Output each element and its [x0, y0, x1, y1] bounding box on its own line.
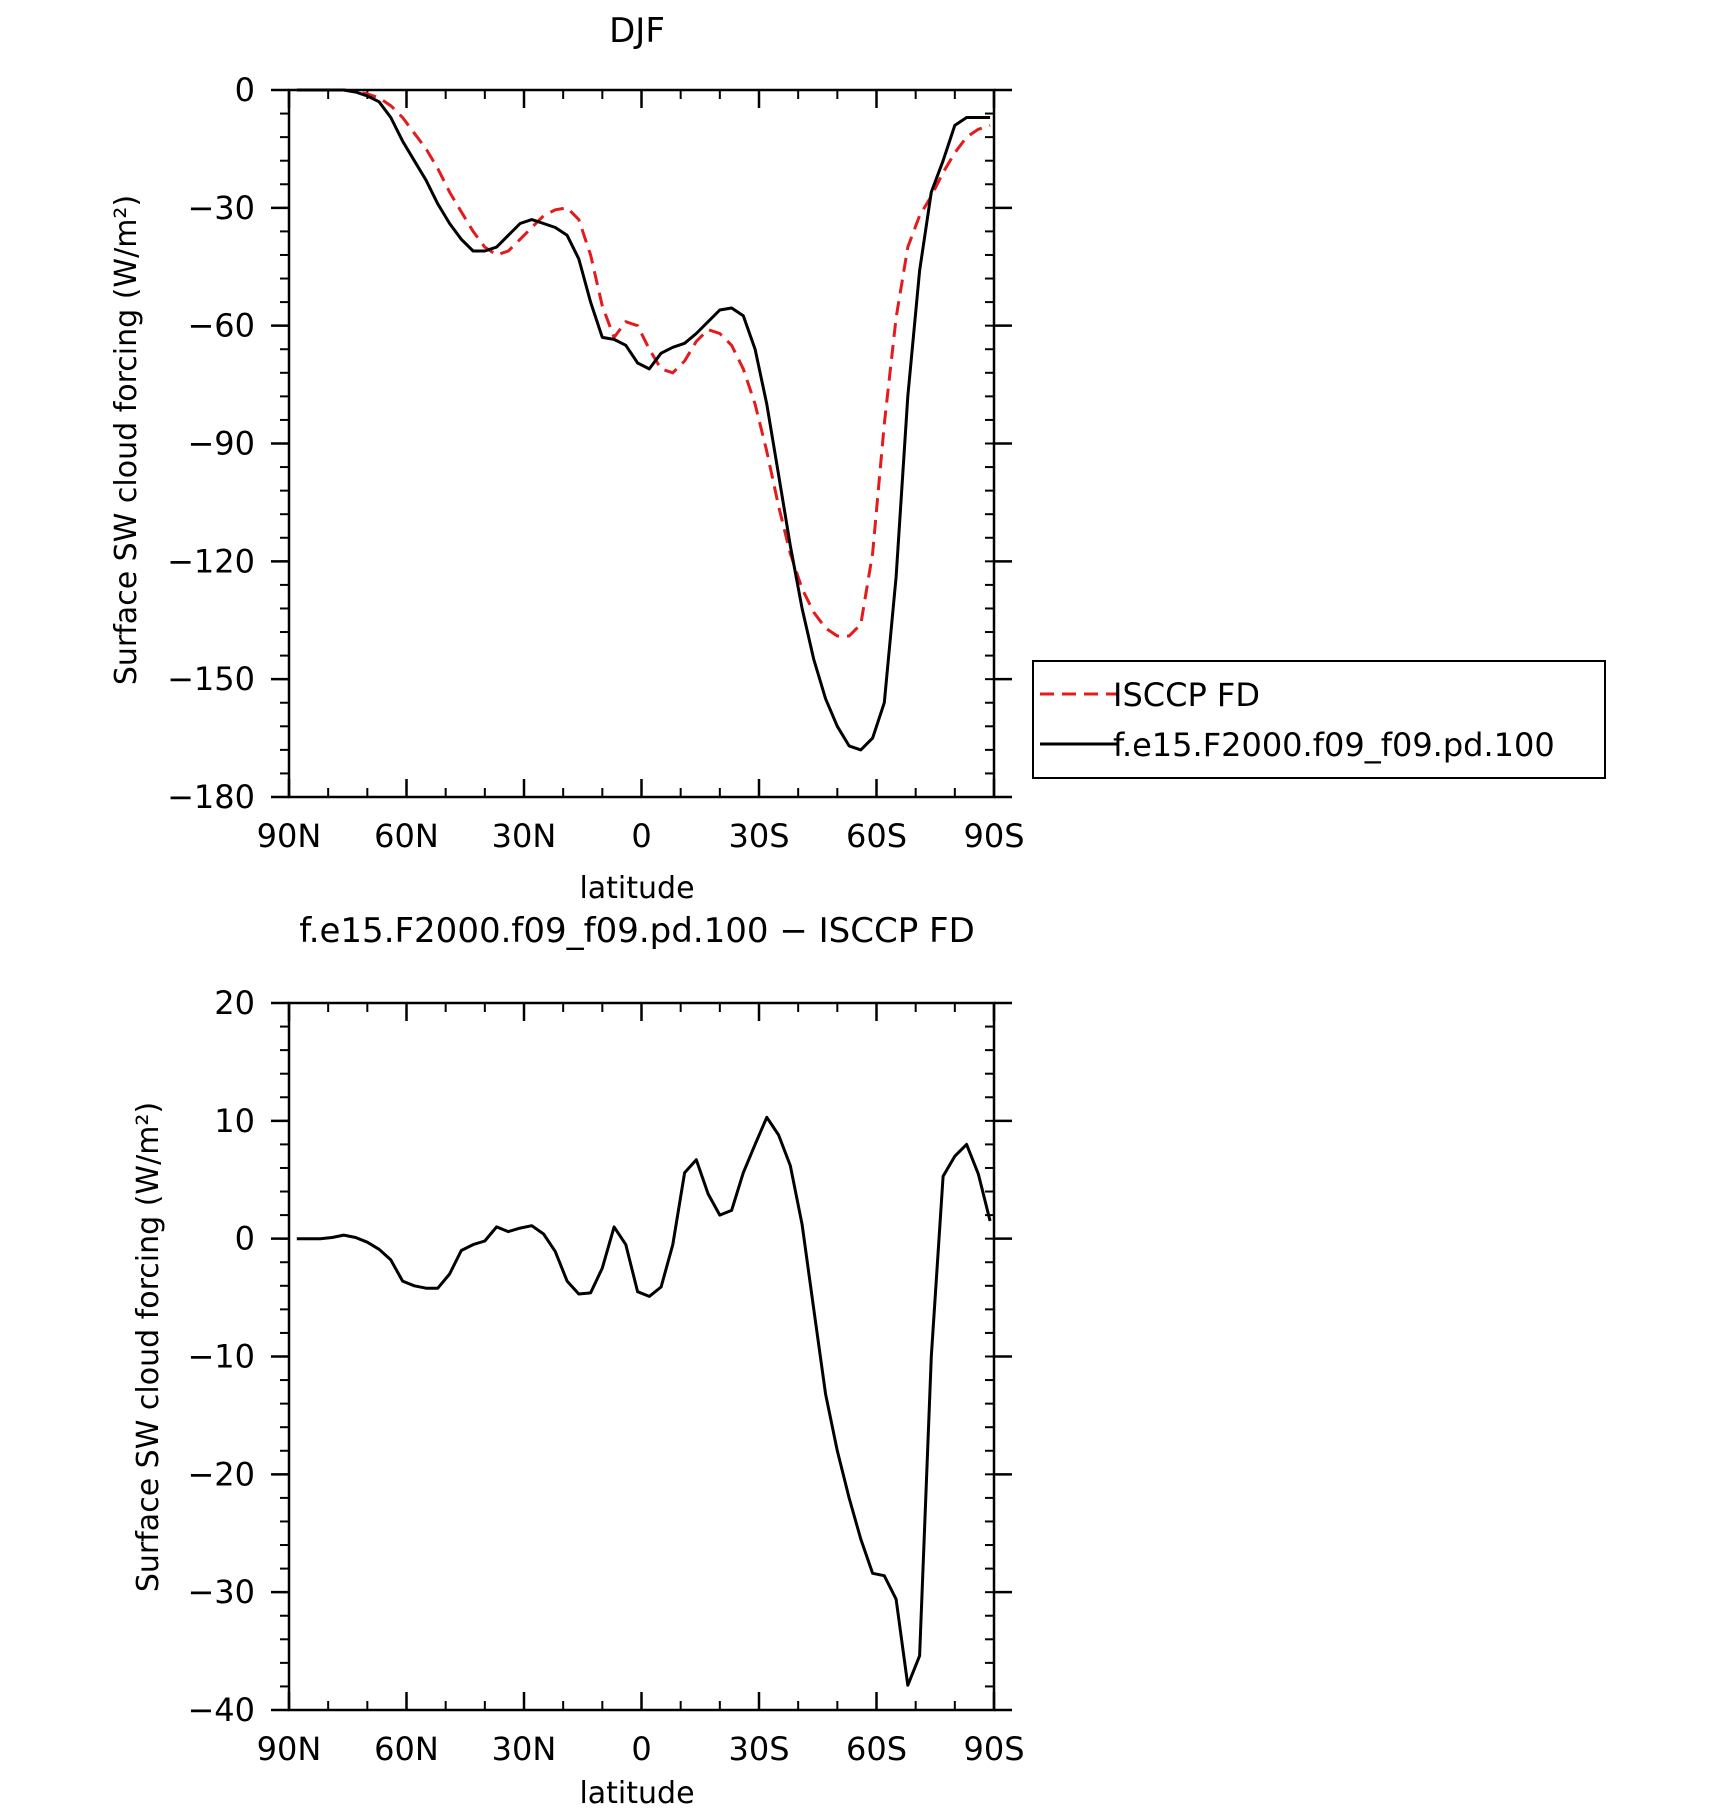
x-tick-label: 0	[631, 817, 651, 855]
bottom-y-axis-label: Surface SW cloud forcing (W/m²)	[131, 1102, 166, 1592]
x-tick-label: 30S	[728, 817, 789, 855]
x-tick-label: 90N	[257, 1730, 322, 1768]
bottom-chart-title: f.e15.F2000.f09_f09.pd.100 − ISCCP FD	[299, 911, 975, 951]
y-tick-label: −120	[167, 542, 255, 580]
y-tick-label: −30	[187, 189, 255, 227]
legend-box	[1032, 660, 1606, 779]
x-tick-label: 60S	[846, 1730, 907, 1768]
y-tick-label: 0	[235, 71, 255, 109]
x-tick-label: 90S	[963, 1730, 1024, 1768]
x-tick-label: 60S	[846, 817, 907, 855]
x-tick-label: 30N	[492, 817, 557, 855]
top-panel: DJF latitude Surface SW cloud forcing (W…	[109, 11, 1025, 906]
y-tick-label: −30	[187, 1573, 255, 1611]
bottom-panel: f.e15.F2000.f09_f09.pd.100 − ISCCP FD la…	[131, 911, 1025, 1811]
y-tick-label: −40	[187, 1691, 255, 1729]
plot-frame	[287, 1001, 996, 1712]
legend: ISCCP FD f.e15.F2000.f09_f09.pd.100	[1032, 660, 1606, 779]
top-chart-title: DJF	[609, 11, 665, 51]
series-line-difference	[296, 1115, 992, 1687]
top-y-axis-label: Surface SW cloud forcing (W/m²)	[109, 195, 144, 685]
top-x-axis-label: latitude	[579, 871, 694, 906]
legend-label-isccp: ISCCP FD	[1113, 676, 1260, 714]
x-tick-label: 60N	[374, 1730, 439, 1768]
legend-label-model: f.e15.F2000.f09_f09.pd.100	[1113, 726, 1555, 764]
x-tick-label: 30N	[492, 1730, 557, 1768]
x-tick-label: 0	[631, 1730, 651, 1768]
y-tick-label: −90	[187, 425, 255, 463]
y-tick-label: 10	[214, 1102, 255, 1140]
x-tick-label: 90N	[257, 817, 322, 855]
y-tick-label: −10	[187, 1338, 255, 1376]
x-tick-label: 30S	[728, 1730, 789, 1768]
y-tick-label: 20	[214, 984, 255, 1022]
series-line-isccp	[296, 88, 991, 638]
plot-frame	[287, 88, 996, 799]
series-line-model	[296, 88, 991, 752]
y-tick-label: −60	[187, 307, 255, 345]
y-tick-label: 0	[235, 1220, 255, 1258]
y-tick-label: −180	[167, 778, 255, 816]
x-tick-label: 60N	[374, 817, 439, 855]
y-tick-label: −150	[167, 660, 255, 698]
bottom-x-axis-label: latitude	[579, 1776, 694, 1811]
x-tick-label: 90S	[963, 817, 1024, 855]
y-tick-label: −20	[187, 1455, 255, 1493]
